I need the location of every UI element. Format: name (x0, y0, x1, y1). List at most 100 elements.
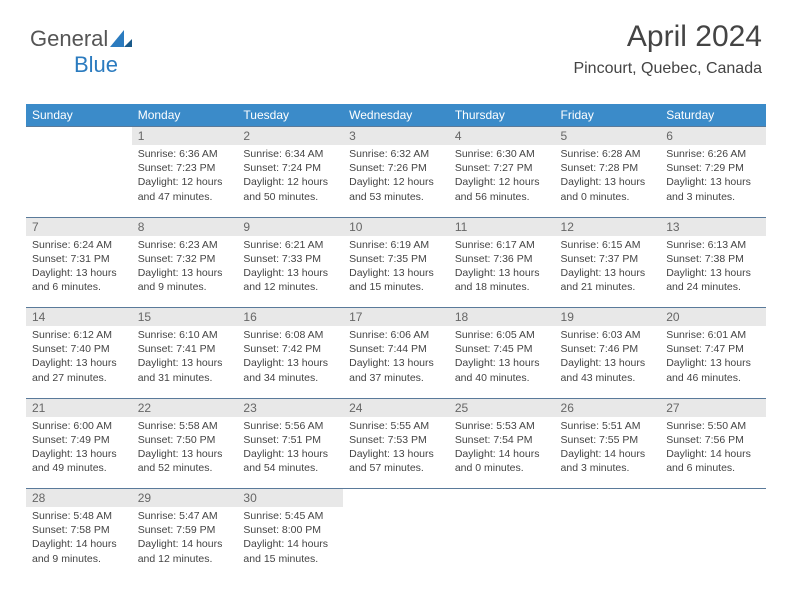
daylight-text: Daylight: 13 hours and 34 minutes. (243, 356, 337, 384)
daylight-text: Daylight: 13 hours and 3 minutes. (666, 175, 760, 203)
weekday-header: Saturday (660, 104, 766, 127)
sunset-text: Sunset: 7:37 PM (561, 252, 655, 266)
sunrise-text: Sunrise: 5:55 AM (349, 419, 443, 433)
sunset-text: Sunset: 7:47 PM (666, 342, 760, 356)
day-number-cell: 27 (660, 398, 766, 417)
sunrise-text: Sunrise: 5:48 AM (32, 509, 126, 523)
day-data-row: Sunrise: 6:24 AMSunset: 7:31 PMDaylight:… (26, 236, 766, 308)
sunset-text: Sunset: 7:38 PM (666, 252, 760, 266)
sunset-text: Sunset: 7:53 PM (349, 433, 443, 447)
day-data-cell: Sunrise: 5:53 AMSunset: 7:54 PMDaylight:… (449, 417, 555, 489)
day-data-cell: Sunrise: 6:15 AMSunset: 7:37 PMDaylight:… (555, 236, 661, 308)
daylight-text: Daylight: 13 hours and 27 minutes. (32, 356, 126, 384)
daylight-text: Daylight: 13 hours and 9 minutes. (138, 266, 232, 294)
day-number-cell: 29 (132, 489, 238, 508)
day-data-cell (343, 507, 449, 579)
day-data-cell: Sunrise: 6:21 AMSunset: 7:33 PMDaylight:… (237, 236, 343, 308)
day-number-cell: 20 (660, 308, 766, 327)
day-number-cell: 13 (660, 217, 766, 236)
daylight-text: Daylight: 13 hours and 0 minutes. (561, 175, 655, 203)
day-data-cell: Sunrise: 6:36 AMSunset: 7:23 PMDaylight:… (132, 145, 238, 217)
weekday-header: Tuesday (237, 104, 343, 127)
day-data-cell: Sunrise: 6:00 AMSunset: 7:49 PMDaylight:… (26, 417, 132, 489)
sunset-text: Sunset: 7:51 PM (243, 433, 337, 447)
day-number-cell: 17 (343, 308, 449, 327)
sunrise-text: Sunrise: 6:32 AM (349, 147, 443, 161)
sail-icon (110, 30, 132, 48)
day-number-cell (343, 489, 449, 508)
sunset-text: Sunset: 7:41 PM (138, 342, 232, 356)
day-number-cell: 2 (237, 127, 343, 146)
day-data-cell: Sunrise: 5:48 AMSunset: 7:58 PMDaylight:… (26, 507, 132, 579)
sunset-text: Sunset: 7:50 PM (138, 433, 232, 447)
sunset-text: Sunset: 7:56 PM (666, 433, 760, 447)
sunset-text: Sunset: 7:35 PM (349, 252, 443, 266)
sunrise-text: Sunrise: 6:17 AM (455, 238, 549, 252)
day-number-row: 123456 (26, 127, 766, 146)
weekday-header: Thursday (449, 104, 555, 127)
sunrise-text: Sunrise: 5:50 AM (666, 419, 760, 433)
sunset-text: Sunset: 7:58 PM (32, 523, 126, 537)
day-number-cell: 7 (26, 217, 132, 236)
day-data-cell: Sunrise: 6:01 AMSunset: 7:47 PMDaylight:… (660, 326, 766, 398)
day-data-cell: Sunrise: 6:08 AMSunset: 7:42 PMDaylight:… (237, 326, 343, 398)
day-number-row: 21222324252627 (26, 398, 766, 417)
day-data-cell: Sunrise: 5:56 AMSunset: 7:51 PMDaylight:… (237, 417, 343, 489)
sunrise-text: Sunrise: 6:36 AM (138, 147, 232, 161)
sunrise-text: Sunrise: 5:51 AM (561, 419, 655, 433)
sunrise-text: Sunrise: 5:53 AM (455, 419, 549, 433)
day-number-cell: 9 (237, 217, 343, 236)
sunset-text: Sunset: 7:27 PM (455, 161, 549, 175)
day-data-cell (26, 145, 132, 217)
page-location: Pincourt, Quebec, Canada (573, 60, 762, 78)
sunrise-text: Sunrise: 6:10 AM (138, 328, 232, 342)
daylight-text: Daylight: 14 hours and 15 minutes. (243, 537, 337, 565)
sunset-text: Sunset: 7:32 PM (138, 252, 232, 266)
sunset-text: Sunset: 7:54 PM (455, 433, 549, 447)
sunrise-text: Sunrise: 5:47 AM (138, 509, 232, 523)
daylight-text: Daylight: 13 hours and 43 minutes. (561, 356, 655, 384)
day-number-cell: 6 (660, 127, 766, 146)
sunset-text: Sunset: 7:31 PM (32, 252, 126, 266)
sunrise-text: Sunrise: 6:12 AM (32, 328, 126, 342)
daylight-text: Daylight: 13 hours and 15 minutes. (349, 266, 443, 294)
day-number-cell: 10 (343, 217, 449, 236)
sunrise-text: Sunrise: 6:06 AM (349, 328, 443, 342)
day-data-cell: Sunrise: 6:13 AMSunset: 7:38 PMDaylight:… (660, 236, 766, 308)
sunrise-text: Sunrise: 5:45 AM (243, 509, 337, 523)
daylight-text: Daylight: 12 hours and 47 minutes. (138, 175, 232, 203)
sunrise-text: Sunrise: 6:34 AM (243, 147, 337, 161)
weekday-header: Sunday (26, 104, 132, 127)
daylight-text: Daylight: 13 hours and 24 minutes. (666, 266, 760, 294)
day-number-cell: 3 (343, 127, 449, 146)
brand-part2: Blue (74, 52, 118, 77)
daylight-text: Daylight: 13 hours and 52 minutes. (138, 447, 232, 475)
day-number-cell: 8 (132, 217, 238, 236)
daylight-text: Daylight: 13 hours and 37 minutes. (349, 356, 443, 384)
sunset-text: Sunset: 7:44 PM (349, 342, 443, 356)
day-data-row: Sunrise: 6:36 AMSunset: 7:23 PMDaylight:… (26, 145, 766, 217)
day-data-row: Sunrise: 6:12 AMSunset: 7:40 PMDaylight:… (26, 326, 766, 398)
weekday-header-row: Sunday Monday Tuesday Wednesday Thursday… (26, 104, 766, 127)
day-data-cell: Sunrise: 6:24 AMSunset: 7:31 PMDaylight:… (26, 236, 132, 308)
sunset-text: Sunset: 7:29 PM (666, 161, 760, 175)
day-number-cell: 24 (343, 398, 449, 417)
daylight-text: Daylight: 13 hours and 31 minutes. (138, 356, 232, 384)
sunrise-text: Sunrise: 6:00 AM (32, 419, 126, 433)
sunrise-text: Sunrise: 6:05 AM (455, 328, 549, 342)
sunset-text: Sunset: 7:26 PM (349, 161, 443, 175)
day-data-cell: Sunrise: 6:12 AMSunset: 7:40 PMDaylight:… (26, 326, 132, 398)
brand-logo: General Blue (30, 26, 132, 78)
daylight-text: Daylight: 12 hours and 56 minutes. (455, 175, 549, 203)
sunset-text: Sunset: 7:42 PM (243, 342, 337, 356)
daylight-text: Daylight: 13 hours and 40 minutes. (455, 356, 549, 384)
sunrise-text: Sunrise: 6:19 AM (349, 238, 443, 252)
sunrise-text: Sunrise: 6:21 AM (243, 238, 337, 252)
day-data-cell (555, 507, 661, 579)
day-data-cell: Sunrise: 6:10 AMSunset: 7:41 PMDaylight:… (132, 326, 238, 398)
page-header: April 2024 Pincourt, Quebec, Canada (573, 20, 762, 78)
sunset-text: Sunset: 7:36 PM (455, 252, 549, 266)
day-data-cell: Sunrise: 5:51 AMSunset: 7:55 PMDaylight:… (555, 417, 661, 489)
sunset-text: Sunset: 7:23 PM (138, 161, 232, 175)
day-number-cell: 25 (449, 398, 555, 417)
